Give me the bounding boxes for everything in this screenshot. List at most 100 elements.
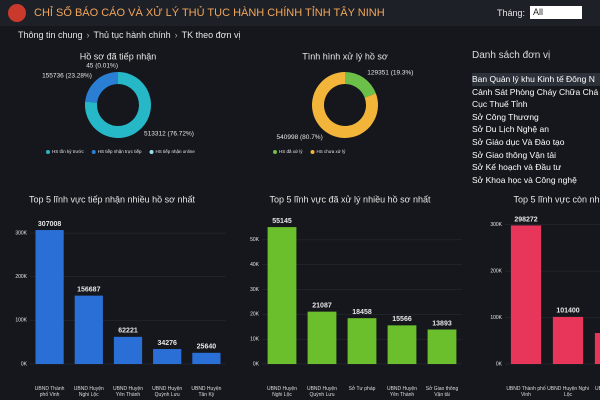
y-tick-label: 0K	[496, 361, 503, 367]
unit-list: Danh sách đơn vị Ban Quản lý khu Kinh tế…	[472, 50, 600, 186]
donut-slice	[311, 72, 378, 138]
data-label: 18458	[352, 309, 372, 316]
data-label: 45 (0.01%)	[86, 63, 118, 70]
chart-title: Tình hình xử lý hồ sơ	[302, 51, 388, 61]
x-tick-label: UBND Huyện Nghi Lộc	[547, 386, 589, 398]
data-label: 34276	[157, 340, 177, 347]
header: CHỈ SỐ BÁO CÁO VÀ XỬ LÝ THỦ TỤC HÀNH CHÍ…	[0, 0, 600, 26]
bar	[153, 349, 182, 364]
data-label: 298272	[514, 216, 537, 223]
list-item[interactable]: Cục Thuế Tỉnh	[472, 99, 528, 110]
legend-swatch	[273, 150, 277, 154]
page-title: CHỈ SỐ BÁO CÁO VÀ XỬ LÝ THỦ TỤC HÀNH CHÍ…	[34, 7, 385, 19]
data-label: 55145	[272, 218, 292, 225]
data-label: 21087	[312, 302, 332, 309]
chart-title: Top 5 lĩnh vực đã xử lý nhiều hồ sơ nhất	[269, 194, 431, 204]
legend-label: HS đã xử lý	[279, 148, 303, 154]
list-item[interactable]: Cảnh Sát Phòng Cháy Chữa Chá	[472, 86, 599, 97]
bar	[267, 227, 297, 364]
data-label: 513312 (76.72%)	[144, 131, 194, 138]
list-item[interactable]: Sở Khoa học và Công nghệ	[472, 174, 577, 185]
list-title: Danh sách đơn vị	[472, 50, 551, 61]
data-label: 62221	[118, 328, 138, 335]
y-tick-label: 300K	[15, 230, 27, 236]
bar	[307, 311, 337, 364]
donut-slice	[84, 72, 151, 138]
list-item[interactable]: Sở Giao thông Vận tải	[472, 149, 557, 160]
separator: ›	[174, 30, 178, 40]
data-label: 155736 (23.28%)	[42, 73, 92, 80]
y-tick-label: 50K	[250, 237, 260, 243]
data-label: 15566	[392, 316, 412, 323]
data-label: 129351 (19.3%)	[367, 70, 413, 77]
list-item[interactable]: Ban Quản lý khu Kinh tế Đông N	[472, 73, 600, 86]
x-tick-label: UBND Huyện	[594, 386, 600, 392]
filter-dropdown[interactable]: All	[530, 6, 582, 19]
bar	[552, 316, 584, 364]
data-label: 156687	[77, 286, 100, 293]
list-items: Ban Quản lý khu Kinh tế Đông N Cảnh Sát P…	[472, 73, 600, 186]
legend-label: HS chưa xử lý	[317, 148, 347, 154]
y-tick-label: 100K	[15, 318, 27, 324]
list-item[interactable]: Sở Giáo dục Và Đào tạo	[472, 136, 565, 147]
nav-item[interactable]: Thông tin chung	[18, 30, 83, 40]
y-tick-label: 30K	[250, 287, 260, 293]
y-tick-label: 40K	[250, 262, 260, 268]
x-tick-label: UBND Thành phố Vinh	[506, 386, 546, 398]
data-label: 13893	[432, 320, 452, 327]
nav-item[interactable]: TK theo đơn vị	[181, 30, 241, 40]
y-tick-label: 0K	[21, 361, 28, 367]
bar	[192, 352, 221, 364]
bar	[594, 333, 600, 364]
x-tick-label: UBND Huyện Nghi Lộc	[266, 386, 297, 398]
x-tick-label: UBND Huyện Nghi Lộc	[73, 386, 104, 398]
list-item[interactable]: Sở Công Thương	[472, 111, 539, 122]
x-tick-label: UBND Huyện Yên Thành	[386, 386, 417, 398]
legend-swatch	[149, 150, 154, 154]
x-tick-label: UBND Huyện Quỳnh Lưu	[306, 386, 337, 398]
list-item[interactable]: Sở Kế hoạch và Đầu tư	[472, 162, 562, 173]
y-tick-label: 200K	[15, 274, 27, 280]
data-label: 307008	[38, 221, 61, 228]
y-tick-label: 300K	[490, 222, 502, 228]
y-tick-label: 100K	[490, 315, 502, 321]
filter-label: Tháng:	[497, 8, 526, 18]
chart-title: Top 5 lĩnh vực tiếp nhận nhiều hồ sơ nhấ…	[29, 194, 196, 204]
legend-swatch	[46, 150, 50, 154]
breadcrumb: Thông tin chung › Thủ tục hành chính › TK …	[18, 30, 241, 40]
chart-title: Top 5 lĩnh vực còn nhiề	[513, 194, 600, 204]
bar	[347, 318, 377, 364]
donut-slice	[345, 72, 376, 98]
y-tick-label: 10K	[250, 337, 260, 343]
legend-swatch	[310, 150, 315, 154]
x-tick-label: UBND Huyện Yên Thành	[112, 386, 143, 398]
x-tick-label: Sở Tư pháp	[348, 386, 376, 392]
logo	[8, 4, 26, 22]
legend-swatch	[91, 150, 96, 154]
x-tick-label: UBND Huyện Quỳnh Lưu	[152, 386, 183, 398]
bar	[35, 230, 64, 364]
y-tick-label: 20K	[250, 312, 260, 318]
bar	[74, 295, 103, 364]
data-label: 540998 (80.7%)	[277, 134, 323, 141]
legend-label: HS tiếp nhận trực tiếp	[98, 149, 142, 154]
data-label: 25640	[197, 344, 217, 351]
bar	[387, 325, 417, 364]
y-tick-label: 0K	[253, 361, 260, 367]
separator: ›	[86, 30, 90, 40]
donut-slice	[85, 72, 118, 103]
legend-label: HS tiếp nhận online	[156, 149, 196, 154]
x-tick-label: UBND Thành phố Vinh	[34, 386, 65, 398]
list-item[interactable]: Sở Du Lịch Nghệ an	[472, 124, 549, 135]
bar	[510, 225, 542, 364]
data-label: 101400	[556, 308, 579, 315]
chart-title: Hồ sơ đã tiếp nhận	[80, 51, 156, 61]
legend-label: HS tồn kỳ trước	[52, 149, 84, 154]
x-tick-label: UBND Huyện Tân Kỳ	[191, 386, 222, 398]
nav-item[interactable]: Thủ tục hành chính	[93, 30, 171, 40]
bar	[113, 336, 143, 364]
x-tick-label: Sở Giao thông Vận tải	[425, 386, 459, 398]
bar	[427, 329, 457, 364]
